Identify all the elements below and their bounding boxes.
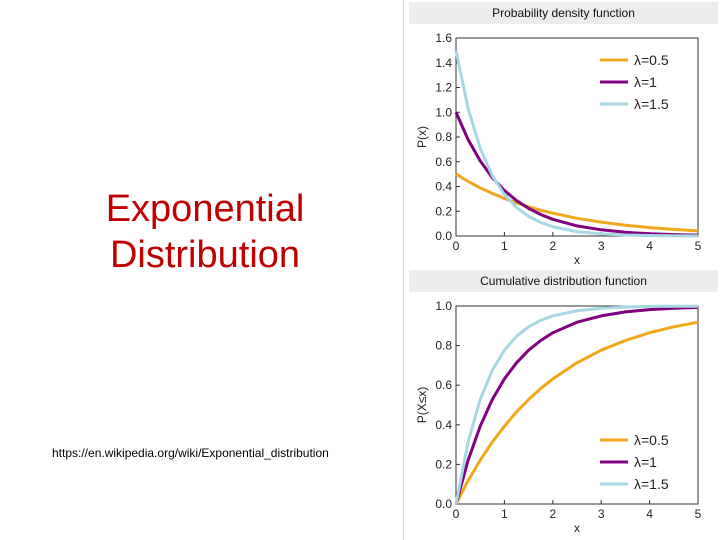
cdf-y-tick-label: 0.0 xyxy=(435,497,452,511)
slide-title-line-2: Distribution xyxy=(109,234,301,276)
cdf-x-tick-label: 2 xyxy=(549,507,556,521)
pdf-x-tick-label: 3 xyxy=(598,239,605,253)
pdf-plot-frame xyxy=(455,37,699,237)
pdf-legend-label: λ=1 xyxy=(634,74,657,90)
slide-title: Exponential Distribution xyxy=(20,186,390,278)
pdf-x-axis-label: x xyxy=(574,253,580,267)
figure-panel: Probability density function 0 1 2 3 4 5 0.0 0.… xyxy=(403,0,720,540)
pdf-chart: 0 1 2 3 4 5 0.0 0.2 0.4 0.6 0.8 1.0 1.2 1.4 1.6 x P(x) λ=… xyxy=(415,31,702,267)
pdf-legend-label: λ=0.5 xyxy=(634,52,669,68)
pdf-title-bar: Probability density function xyxy=(409,2,718,24)
pdf-x-tick-label: 4 xyxy=(646,239,653,253)
cdf-y-tick-label: 0.6 xyxy=(435,378,452,392)
slide-title-line-1: Exponential xyxy=(105,188,305,230)
cdf-y-tick-label: 0.4 xyxy=(435,418,452,432)
pdf-x-tick-label: 2 xyxy=(549,239,556,253)
pdf-y-tick-label: 1.6 xyxy=(435,31,452,45)
pdf-series-line xyxy=(455,172,699,233)
pdf-y-tick-label: 0.4 xyxy=(435,180,452,194)
cdf-x-tick-label: 4 xyxy=(646,507,653,521)
pdf-legend-label: λ=1.5 xyxy=(634,96,669,112)
pdf-series-line xyxy=(454,50,699,238)
pdf-y-tick-label: 1.0 xyxy=(435,105,452,119)
cdf-chart-title: Cumulative distribution function xyxy=(480,274,647,288)
cdf-series-line xyxy=(454,320,699,505)
pdf-x-tick-label: 1 xyxy=(501,239,508,253)
cdf-x-tick-label: 3 xyxy=(598,507,605,521)
cdf-plot-frame xyxy=(455,305,699,505)
pdf-y-tick-label: 0.2 xyxy=(435,204,452,218)
cdf-series-line xyxy=(454,305,699,505)
pdf-y-tick-label: 0.0 xyxy=(435,229,452,243)
pdf-y-tick-label: 1.2 xyxy=(435,81,452,95)
cdf-x-tick-label: 0 xyxy=(453,507,460,521)
cdf-y-tick-label: 1.0 xyxy=(435,299,452,313)
pdf-x-tick-label: 5 xyxy=(695,239,702,253)
cdf-series-line xyxy=(454,304,698,505)
pdf-series-line xyxy=(454,111,699,237)
pdf-y-tick-label: 1.4 xyxy=(435,56,452,70)
pdf-y-tick-label: 0.6 xyxy=(435,155,452,169)
cdf-legend-label: λ=0.5 xyxy=(634,432,669,448)
cdf-y-tick-label: 0.2 xyxy=(435,457,452,471)
cdf-x-tick-label: 5 xyxy=(695,507,702,521)
cdf-y-tick-label: 0.8 xyxy=(435,339,452,353)
pdf-y-tick-label: 0.8 xyxy=(435,130,452,144)
cdf-legend-label: λ=1 xyxy=(634,454,657,470)
cdf-x-axis-label: x xyxy=(574,521,580,535)
cdf-legend-label: λ=1.5 xyxy=(634,476,669,492)
pdf-x-tick-label: 0 xyxy=(453,239,460,253)
cdf-title-bar: Cumulative distribution function xyxy=(409,270,718,292)
cdf-chart: 0 1 2 3 4 5 0.0 0.2 0.4 0.6 0.8 1.0 x P(X≤x) λ=0.5 λ=1 λ… xyxy=(415,299,702,535)
pdf-chart-title: Probability density function xyxy=(492,6,635,20)
pdf-y-axis-label: P(x) xyxy=(415,126,429,148)
cdf-x-tick-label: 1 xyxy=(501,507,508,521)
source-link[interactable]: https://en.wikipedia.org/wiki/Exponentia… xyxy=(52,446,329,460)
cdf-y-axis-label: P(X≤x) xyxy=(415,387,429,424)
